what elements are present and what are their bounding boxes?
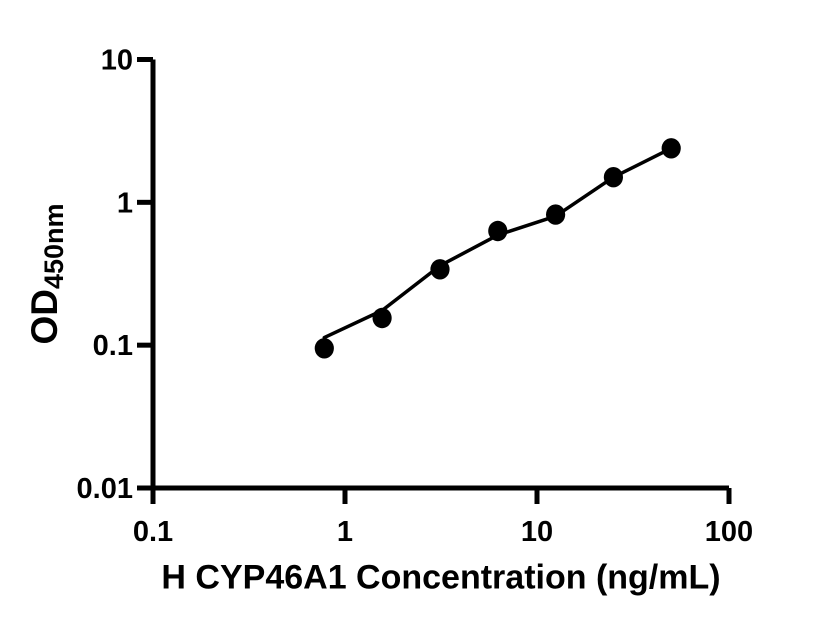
data-point — [603, 167, 624, 188]
x-tick-label: 10 — [521, 516, 553, 548]
data-point — [314, 338, 334, 359]
y-axis-title-text: OD — [24, 289, 65, 345]
y-axis-title: OD450nm — [24, 203, 70, 344]
y-tick-label: 0.1 — [93, 330, 133, 362]
data-point — [661, 138, 681, 159]
x-tick-label: 1 — [337, 516, 353, 548]
data-point — [430, 259, 450, 280]
y-tick-label: 0.01 — [77, 473, 133, 505]
y-tick-label: 10 — [101, 45, 133, 77]
data-point — [488, 220, 508, 242]
data-point — [546, 204, 566, 225]
x-axis-title: H CYP46A1 Concentration (ng/mL) — [161, 558, 721, 597]
x-tick-label: 100 — [705, 516, 753, 548]
y-tick-label: 1 — [117, 187, 133, 219]
x-tick-label: 0.1 — [133, 516, 173, 548]
data-point — [372, 307, 392, 329]
y-axis-title-subscript: 450nm — [39, 203, 69, 290]
